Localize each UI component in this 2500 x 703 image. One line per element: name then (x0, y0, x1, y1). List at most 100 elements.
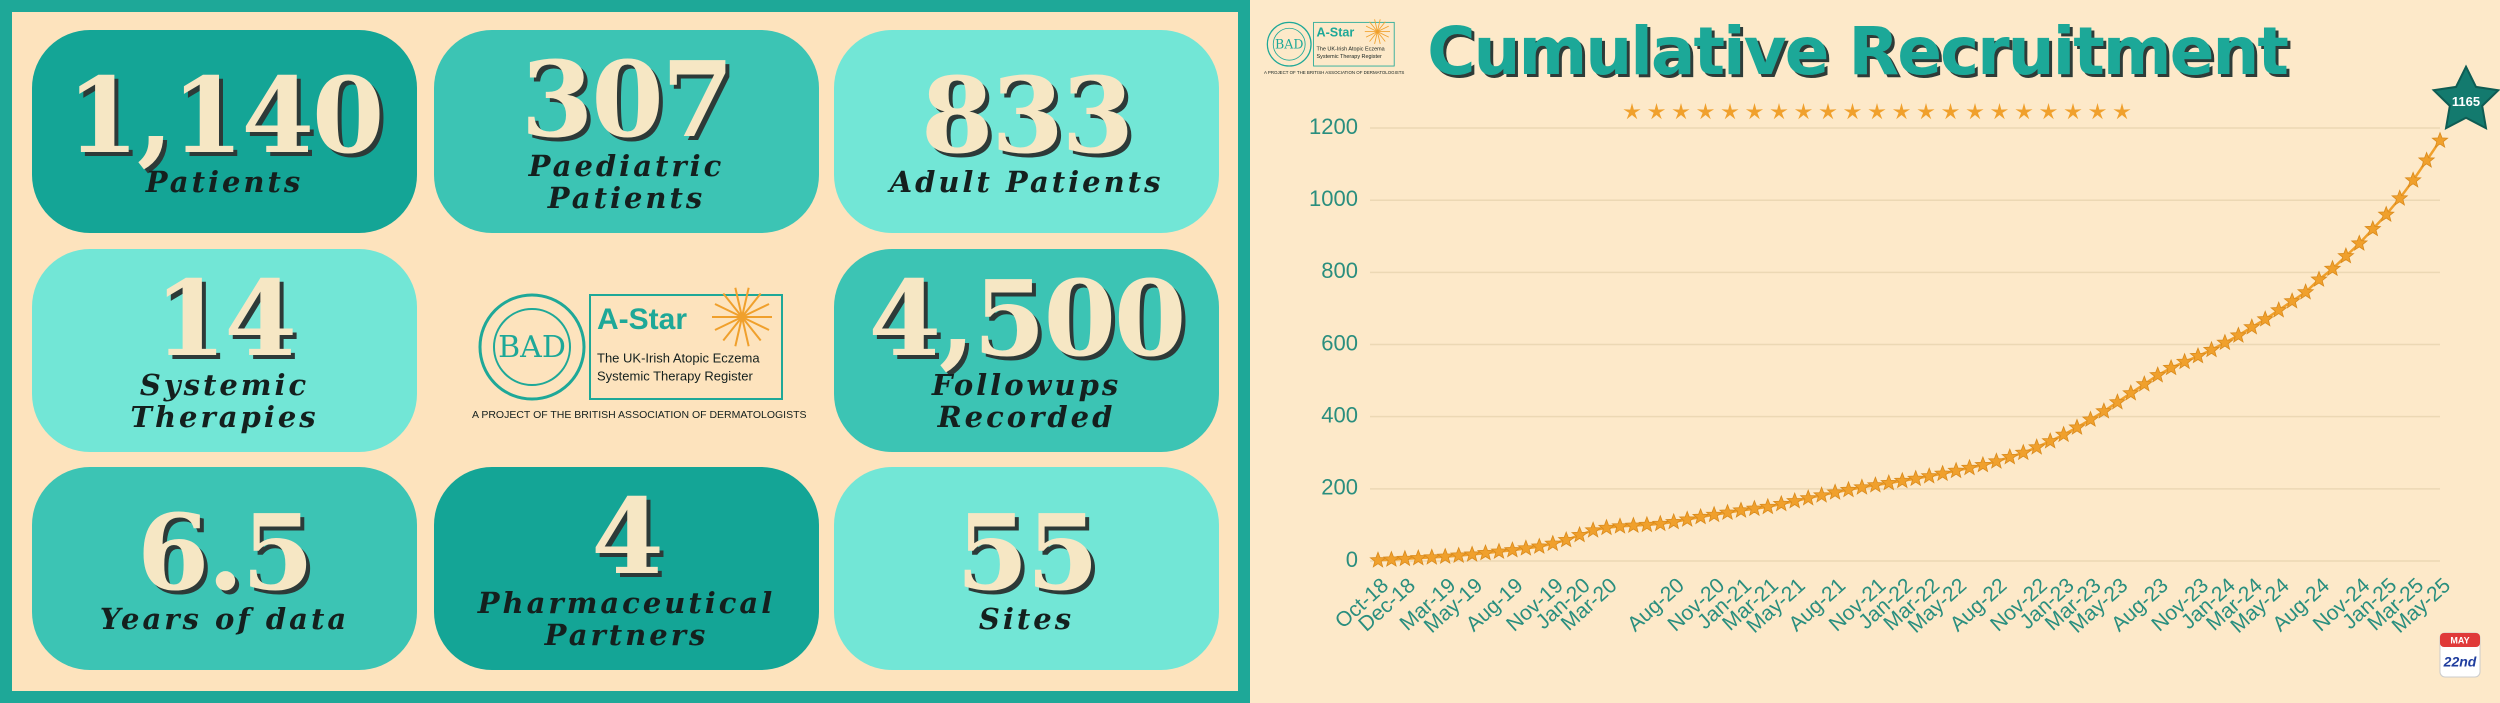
point-star (2122, 384, 2140, 401)
y-tick-label: 0 (1346, 547, 1358, 572)
stat-tile: 55 Sites (834, 467, 1219, 670)
logo-burst (1376, 19, 1381, 32)
logo-box (1313, 21, 1395, 67)
point-star (1557, 530, 1575, 548)
calendar-month: MAY (2450, 635, 2469, 645)
x-tick-label: May-24 (2226, 574, 2294, 638)
line (1377, 139, 2442, 562)
title-star (1868, 103, 1886, 120)
stat-label: Systemic Therapies (130, 367, 319, 434)
point-star (2095, 402, 2113, 419)
stat-label: Followups Recorded (931, 367, 1122, 434)
logo-burst (722, 316, 743, 342)
logo-line: Systemic Therapy Register (597, 368, 753, 383)
stat-label: Paediatric Patients (528, 148, 725, 215)
stat-label: Adult Patients (889, 164, 1164, 199)
point-star (2041, 432, 2059, 449)
point-star (1786, 491, 1804, 509)
logo-name: A-Star (1317, 26, 1355, 40)
logo-line: Systemic Therapy Register (1317, 54, 1383, 60)
logo-emblem-inner (493, 308, 571, 386)
logo-emblem-inner (1272, 27, 1306, 61)
title-star (1966, 103, 1984, 120)
title-star (1623, 103, 1641, 120)
logo-burst (734, 316, 743, 347)
point-star (2337, 246, 2355, 264)
title-star (1892, 103, 1911, 120)
end-badge (2431, 64, 2500, 131)
point-star (2431, 131, 2449, 148)
calendar (2439, 632, 2481, 678)
point-star (1651, 514, 1669, 532)
point-star (2135, 375, 2153, 392)
x-tick-label: Aug-20 (1623, 574, 1689, 636)
stat-value: 307 (520, 37, 734, 161)
logo-burst (741, 316, 770, 331)
point-star (2216, 333, 2234, 351)
x-tick-label: Nov-20 (1663, 574, 1729, 636)
point-star (1678, 510, 1696, 527)
point-star (1463, 545, 1481, 562)
stat-tile: 1,140 Patients (32, 30, 417, 233)
logo-burst (1365, 25, 1378, 32)
point-star (2189, 346, 2207, 364)
x-tick-label: Mar-21 (1718, 574, 1783, 636)
title-star (1721, 103, 1739, 120)
x-tick-label: Oct-18 (1331, 574, 1393, 633)
point-star (1382, 550, 1401, 567)
point-star (2068, 418, 2086, 435)
point-star (2417, 151, 2436, 168)
point-star (1665, 512, 1683, 530)
point-star (2229, 326, 2248, 343)
point-star (1530, 537, 1548, 554)
point-star (1933, 464, 1952, 482)
title-star (1672, 103, 1690, 120)
end-label: 1165 (2452, 94, 2480, 109)
point-star (1907, 469, 1925, 487)
x-tick-label: Aug-21 (1784, 574, 1850, 636)
point-star (2162, 358, 2180, 376)
stat-value: 4,500 (868, 256, 1187, 380)
logo-burst (1376, 31, 1381, 44)
calendar-top (2440, 633, 2480, 647)
point-star (1369, 551, 1387, 568)
calendar-day: 22nd (2443, 654, 2477, 670)
point-star (2081, 410, 2100, 427)
point-star (1812, 486, 1831, 503)
point-star (1503, 541, 1522, 558)
point-star (1839, 480, 1858, 498)
point-star (2364, 219, 2382, 237)
logo-burst (741, 316, 762, 342)
point-star (2256, 310, 2274, 327)
y-tick-label: 400 (1321, 402, 1358, 427)
point-star (2283, 292, 2301, 309)
logo-burst (1369, 21, 1378, 32)
point-star (1947, 461, 1965, 479)
point-star (1799, 489, 1817, 506)
logo-burst (741, 303, 770, 318)
x-tick-label: Dec-18 (1354, 574, 1420, 636)
point-star (1718, 503, 1737, 520)
x-tick-label: Jan-22 (1854, 574, 1917, 634)
point-star (1960, 458, 1979, 476)
x-tick-label: Jan-23 (2016, 574, 2079, 634)
x-tick-label: Aug-23 (2107, 574, 2173, 636)
x-tick-label: Mar-25 (2363, 574, 2428, 636)
point-star (1570, 525, 1589, 543)
logo-burst (1377, 31, 1389, 38)
stat-value: 4 (591, 474, 663, 598)
point-star (2404, 171, 2422, 188)
point-star (1745, 499, 1764, 517)
stat-value: 14 (154, 256, 297, 380)
logo-line: The UK-Irish Atopic Eczema (1317, 47, 1386, 53)
title-star (1745, 103, 1764, 120)
point-star (2270, 301, 2288, 318)
point-star (1544, 534, 1562, 552)
logo-emblem (478, 293, 586, 401)
point-star (2310, 270, 2328, 287)
logo-burst (1377, 21, 1386, 32)
logo-footer: A PROJECT OF THE BRITISH ASSOCIATION OF … (472, 409, 807, 421)
point-star (1611, 517, 1629, 534)
x-tick-label: Mar-20 (1557, 574, 1622, 636)
